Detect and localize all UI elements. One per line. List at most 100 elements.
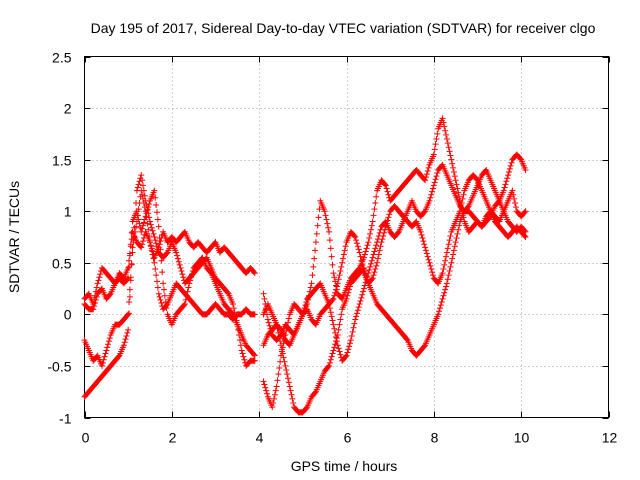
data-point bbox=[276, 364, 283, 371]
x-tick-label: 0 bbox=[82, 430, 90, 446]
series-track-7 bbox=[260, 197, 529, 416]
data-point bbox=[173, 249, 180, 256]
data-point bbox=[330, 347, 337, 354]
data-point bbox=[272, 387, 279, 394]
data-point bbox=[429, 269, 436, 276]
data-point bbox=[447, 152, 454, 159]
data-point bbox=[328, 253, 335, 260]
data-point bbox=[449, 255, 456, 262]
data-point bbox=[271, 395, 278, 402]
data-point bbox=[374, 259, 381, 266]
data-point bbox=[419, 235, 426, 242]
data-point bbox=[363, 276, 370, 283]
data-point bbox=[433, 173, 440, 180]
data-point bbox=[123, 333, 130, 340]
data-point bbox=[180, 274, 187, 281]
data-point bbox=[509, 187, 516, 194]
data-point bbox=[126, 252, 133, 259]
data-point bbox=[333, 286, 340, 293]
data-point bbox=[442, 286, 449, 293]
data-point bbox=[149, 227, 156, 234]
data-point bbox=[452, 177, 459, 184]
data-point bbox=[333, 283, 340, 290]
data-point bbox=[422, 177, 429, 184]
data-point bbox=[140, 199, 147, 206]
data-point bbox=[312, 247, 319, 254]
data-point bbox=[131, 234, 138, 240]
data-point bbox=[326, 359, 333, 366]
data-point bbox=[93, 284, 100, 291]
data-point bbox=[181, 301, 188, 308]
data-point bbox=[132, 228, 139, 235]
data-point bbox=[364, 242, 371, 249]
data-point bbox=[369, 218, 376, 225]
data-point bbox=[327, 356, 334, 363]
data-point bbox=[150, 230, 157, 237]
data-point bbox=[421, 241, 428, 248]
data-point bbox=[251, 270, 258, 277]
y-tick-label: -0.5 bbox=[47, 359, 71, 375]
data-point bbox=[143, 210, 150, 217]
data-point bbox=[153, 209, 160, 216]
data-point bbox=[148, 247, 155, 254]
data-point bbox=[183, 292, 190, 299]
data-point bbox=[312, 239, 319, 246]
data-point bbox=[436, 305, 443, 312]
data-point bbox=[359, 261, 366, 268]
data-point bbox=[331, 325, 338, 332]
data-point bbox=[324, 220, 331, 227]
data-point bbox=[373, 242, 380, 249]
data-point bbox=[236, 337, 243, 344]
data-point bbox=[94, 280, 101, 287]
data-point bbox=[372, 245, 379, 252]
data-point bbox=[179, 271, 186, 278]
data-point bbox=[275, 329, 282, 336]
data-point bbox=[261, 381, 268, 388]
data-point bbox=[270, 400, 277, 407]
data-point bbox=[456, 222, 463, 229]
data-point bbox=[282, 362, 289, 369]
data-point bbox=[395, 229, 402, 236]
data-point bbox=[337, 268, 344, 275]
data-point bbox=[147, 239, 153, 246]
data-point bbox=[155, 290, 162, 297]
data-point bbox=[521, 209, 528, 216]
data-point bbox=[185, 284, 192, 291]
data-point bbox=[370, 251, 377, 258]
x-tick-label: 10 bbox=[514, 430, 530, 446]
data-point bbox=[521, 232, 528, 239]
data-point bbox=[124, 276, 131, 283]
data-point bbox=[455, 226, 462, 233]
series-track-3 bbox=[81, 187, 258, 400]
data-point bbox=[97, 271, 104, 278]
data-point bbox=[522, 234, 529, 240]
data-point bbox=[156, 293, 163, 300]
data-point bbox=[358, 294, 365, 301]
data-point bbox=[338, 263, 345, 270]
data-point bbox=[342, 243, 349, 250]
data-point bbox=[278, 342, 284, 349]
data-point bbox=[444, 245, 451, 252]
y-tick-label: 2.5 bbox=[52, 50, 72, 66]
data-point bbox=[512, 204, 519, 211]
data-point bbox=[446, 237, 453, 244]
data-point bbox=[342, 353, 349, 360]
data-point bbox=[425, 256, 432, 263]
data-point bbox=[332, 289, 339, 296]
data-point bbox=[152, 194, 159, 201]
data-point bbox=[174, 252, 181, 259]
data-point bbox=[443, 283, 450, 290]
data-point bbox=[428, 265, 435, 272]
data-point bbox=[330, 295, 337, 302]
data-point bbox=[503, 178, 510, 185]
x-tick-label: 8 bbox=[431, 430, 439, 446]
data-point bbox=[309, 272, 316, 279]
data-point bbox=[502, 181, 509, 188]
data-point bbox=[337, 316, 344, 323]
data-point bbox=[376, 247, 383, 254]
data-point bbox=[140, 195, 147, 202]
x-tick-labels: 0 2 4 6 8 10 12 bbox=[82, 430, 618, 446]
data-point bbox=[153, 243, 160, 250]
data-point bbox=[367, 263, 374, 270]
data-point bbox=[439, 115, 446, 122]
